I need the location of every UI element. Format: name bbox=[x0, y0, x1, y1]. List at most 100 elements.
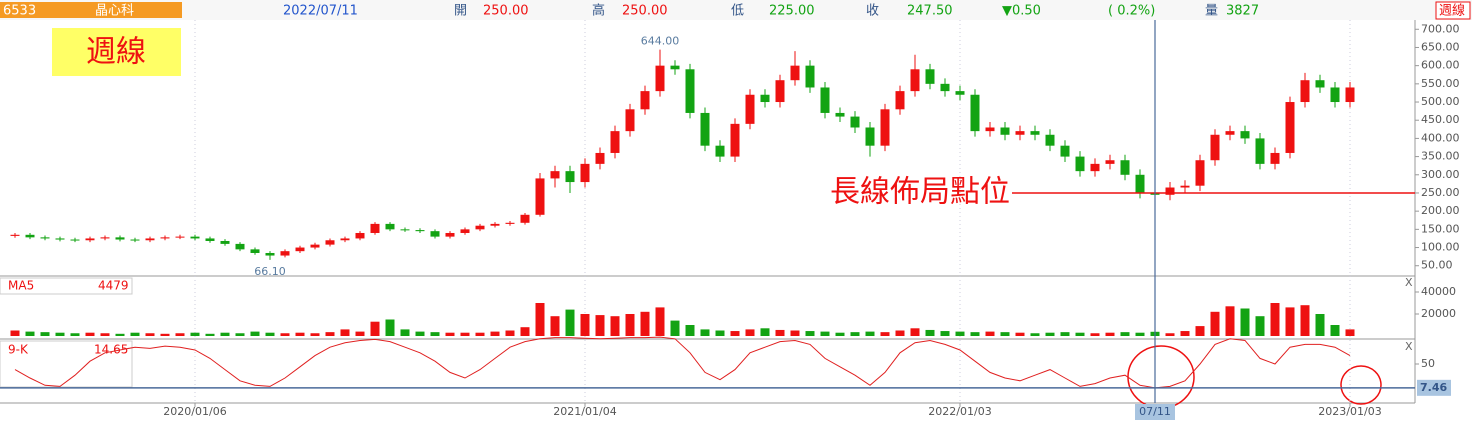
y-tick-label: 150.00 bbox=[1421, 222, 1460, 235]
y-tick-label: 50 bbox=[1421, 357, 1435, 370]
header-bar bbox=[0, 0, 1472, 20]
volume-bar bbox=[520, 327, 530, 336]
volume-bar bbox=[1135, 332, 1145, 336]
peak-label: 644.00 bbox=[641, 35, 680, 48]
volume-bar bbox=[25, 331, 35, 336]
candle-body bbox=[850, 116, 860, 128]
volume-bar bbox=[1345, 329, 1355, 336]
candle-body bbox=[820, 87, 830, 113]
legend-box bbox=[0, 340, 133, 388]
close-button[interactable]: X bbox=[1405, 340, 1413, 353]
candle-body bbox=[430, 231, 440, 237]
volume-bar bbox=[1000, 332, 1010, 336]
candle-body bbox=[25, 234, 35, 238]
volume-bar bbox=[790, 330, 800, 336]
y-tick-label: 550.00 bbox=[1421, 77, 1460, 90]
volume-bar bbox=[40, 332, 50, 336]
candle-body bbox=[1000, 127, 1010, 135]
volume-bar bbox=[880, 332, 890, 336]
volume-bar bbox=[745, 329, 755, 336]
candle-body bbox=[235, 243, 245, 250]
volume-bar bbox=[310, 333, 320, 336]
volume-bar bbox=[655, 307, 665, 336]
candle-body bbox=[955, 91, 965, 95]
candle-body bbox=[1240, 131, 1250, 139]
x-tick-label: 2022/01/03 bbox=[928, 405, 991, 418]
candle-body bbox=[1030, 131, 1040, 135]
candle-body bbox=[535, 178, 545, 215]
candle-body bbox=[550, 171, 560, 179]
volume-bar bbox=[1015, 332, 1025, 336]
volume-bar bbox=[565, 309, 575, 336]
trough-label: 66.10 bbox=[254, 265, 286, 278]
volume-bar bbox=[145, 333, 155, 336]
candle-body bbox=[745, 94, 755, 124]
volume-bar bbox=[730, 331, 740, 336]
candle-body bbox=[940, 83, 950, 92]
period-button[interactable] bbox=[1435, 1, 1471, 20]
candle-body bbox=[100, 237, 110, 239]
volume-bar bbox=[1060, 332, 1070, 336]
candle-body bbox=[895, 91, 905, 110]
k-line bbox=[14, 336, 1351, 389]
candle-body bbox=[595, 152, 605, 164]
period-badge bbox=[52, 28, 181, 76]
y-tick-label: 350.00 bbox=[1421, 150, 1460, 163]
candle-body bbox=[385, 223, 395, 230]
volume-bar bbox=[400, 329, 410, 336]
candle-body bbox=[400, 229, 410, 231]
candle-body bbox=[520, 214, 530, 223]
low-label: 低 bbox=[731, 4, 744, 19]
volume-bar bbox=[1105, 332, 1115, 336]
candle-body bbox=[835, 112, 845, 117]
volume-bar bbox=[685, 325, 695, 336]
volume-bar bbox=[340, 329, 350, 336]
candle-body bbox=[415, 230, 425, 232]
candle-body bbox=[460, 229, 470, 233]
candle-body bbox=[70, 239, 80, 241]
candle-body bbox=[1060, 145, 1070, 157]
volume-bar bbox=[55, 332, 65, 336]
x-tick-label: 2023/01/03 bbox=[1318, 405, 1381, 418]
y-tick-label: 650.00 bbox=[1421, 40, 1460, 53]
volume-bar bbox=[550, 316, 560, 336]
volume-bar bbox=[940, 331, 950, 336]
volume-bar bbox=[535, 303, 545, 336]
low-value: 225.00 bbox=[769, 4, 815, 19]
candle-body bbox=[355, 232, 365, 239]
candle-body bbox=[1195, 160, 1205, 186]
y-tick-label: 400.00 bbox=[1421, 131, 1460, 144]
volume-bar bbox=[820, 331, 830, 336]
candle-body bbox=[1255, 138, 1265, 164]
volume-bar bbox=[955, 331, 965, 336]
volume-bar bbox=[1240, 308, 1250, 336]
volume-bar bbox=[835, 332, 845, 336]
volume-bar bbox=[445, 332, 455, 336]
legend-name: 9-K bbox=[8, 343, 29, 357]
candle-body bbox=[325, 240, 335, 245]
y-tick-label: 40000 bbox=[1421, 285, 1456, 298]
candle-body bbox=[790, 65, 800, 81]
candle-body bbox=[775, 80, 785, 103]
volume-bar bbox=[1165, 333, 1175, 336]
cursor-y-badge bbox=[1417, 379, 1451, 396]
candle-body bbox=[970, 94, 980, 132]
candle-body bbox=[580, 163, 590, 183]
volume-bar bbox=[1045, 332, 1055, 336]
volume-bar bbox=[100, 333, 110, 336]
volume-bar bbox=[865, 331, 875, 336]
candle-body bbox=[1045, 134, 1055, 146]
candle-body bbox=[685, 69, 695, 113]
volume-bar bbox=[775, 329, 785, 336]
candle-body bbox=[445, 232, 455, 237]
volume-bar bbox=[205, 333, 215, 336]
volume-bar bbox=[625, 314, 635, 336]
open-value: 250.00 bbox=[483, 4, 529, 19]
candle-body bbox=[925, 69, 935, 84]
y-tick-label: 20000 bbox=[1421, 307, 1456, 320]
volume-bar bbox=[115, 333, 125, 336]
candle-body bbox=[10, 234, 20, 236]
period-label[interactable]: 週線 bbox=[1439, 3, 1465, 19]
close-button[interactable]: X bbox=[1405, 276, 1413, 289]
candle-body bbox=[1285, 102, 1295, 153]
